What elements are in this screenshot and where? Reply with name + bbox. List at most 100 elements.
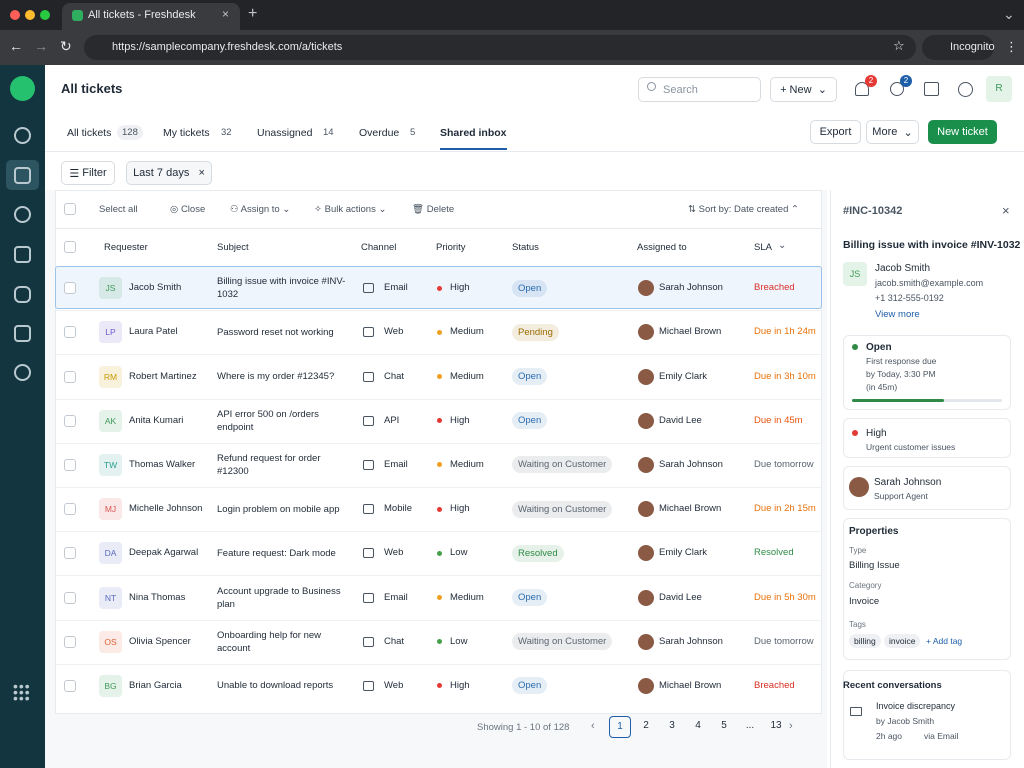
requester-name[interactable]: Brian Garcia bbox=[129, 679, 182, 691]
assignee-avatar bbox=[638, 412, 654, 429]
ticket-subject[interactable]: Billing issue with invoice #INV-1032 bbox=[217, 276, 346, 301]
page-button[interactable]: 3 bbox=[669, 720, 675, 731]
knowledge-icon[interactable] bbox=[14, 246, 31, 263]
select-all-checkbox[interactable] bbox=[64, 203, 76, 215]
prev-page[interactable]: ‹ bbox=[591, 720, 595, 732]
page-button[interactable]: 13 bbox=[770, 720, 782, 731]
search-box[interactable]: Search bbox=[638, 77, 761, 102]
settings-icon[interactable] bbox=[14, 364, 31, 381]
row-checkbox[interactable] bbox=[64, 414, 76, 427]
more-button[interactable]: More ⌄ bbox=[866, 120, 919, 144]
requester-name[interactable]: Anita Kumari bbox=[129, 414, 184, 426]
ticket-subject[interactable]: Where is my order #12345? bbox=[217, 371, 335, 382]
window-minimize[interactable] bbox=[25, 10, 35, 20]
row-checkbox[interactable] bbox=[64, 370, 76, 383]
ticket-subject[interactable]: Password reset not working bbox=[217, 326, 334, 338]
page-button[interactable]: ... bbox=[745, 720, 755, 731]
view-more-link[interactable]: View more bbox=[875, 309, 920, 320]
requester-name[interactable]: Olivia Spencer bbox=[129, 635, 191, 647]
address-bar[interactable] bbox=[84, 35, 916, 60]
add-tag[interactable]: + Add tag bbox=[926, 636, 963, 646]
next-page[interactable]: › bbox=[789, 720, 793, 732]
date-filter-chip[interactable]: Last 7 days × bbox=[126, 161, 212, 185]
forward-button[interactable]: → bbox=[34, 38, 48, 54]
messages-icon[interactable] bbox=[890, 82, 904, 96]
row-checkbox[interactable] bbox=[64, 679, 76, 692]
tab-label[interactable]: My tickets bbox=[163, 127, 210, 139]
page-button[interactable]: 1 bbox=[609, 716, 631, 738]
header-checkbox[interactable] bbox=[64, 241, 76, 253]
gifts-icon[interactable] bbox=[924, 82, 939, 96]
bulk-action[interactable]: ✧ Bulk actions ⌄ bbox=[314, 204, 387, 215]
row-checkbox[interactable] bbox=[64, 326, 76, 339]
assignee-avatar bbox=[638, 324, 654, 341]
notifications-icon[interactable] bbox=[855, 82, 869, 96]
assignee: David Lee bbox=[659, 591, 702, 603]
page-button[interactable]: 4 bbox=[695, 720, 701, 731]
panel-close[interactable]: × bbox=[1002, 203, 1010, 218]
tab-label[interactable]: Shared inbox bbox=[440, 127, 507, 139]
tab-label[interactable]: All tickets bbox=[67, 127, 112, 139]
tab-count: 128 bbox=[117, 125, 143, 140]
requester-name[interactable]: Thomas Walker bbox=[129, 458, 196, 470]
row-checkbox[interactable] bbox=[64, 635, 76, 648]
apps-grid[interactable]: ••• ••• ••• bbox=[13, 678, 31, 706]
conversation-subject[interactable]: Invoice discrepancy bbox=[876, 701, 956, 711]
window-zoom[interactable] bbox=[40, 10, 50, 20]
reports-icon[interactable] bbox=[14, 325, 31, 342]
select-all[interactable]: Select all bbox=[99, 204, 138, 215]
export-button[interactable]: Export bbox=[810, 120, 861, 144]
reload-button[interactable]: ↻ bbox=[60, 38, 72, 54]
new-ticket-button[interactable]: New ticket bbox=[928, 120, 997, 144]
user-avatar[interactable]: R bbox=[986, 76, 1012, 102]
help-icon[interactable] bbox=[958, 82, 973, 97]
row-checkbox[interactable] bbox=[64, 458, 76, 471]
filter-button[interactable]: ☰ Filter bbox=[61, 161, 115, 185]
ticket-subject[interactable]: Refund request for order #12300 bbox=[217, 452, 321, 477]
ticket-subject[interactable]: Unable to download reports bbox=[217, 680, 334, 692]
assignee-avatar bbox=[638, 456, 654, 473]
requester-name[interactable]: Michelle Johnson bbox=[129, 503, 203, 515]
priority-dot bbox=[437, 374, 442, 379]
tab-close[interactable]: × bbox=[222, 7, 230, 21]
new-button[interactable]: + New ⌄ bbox=[770, 77, 837, 102]
row-checkbox[interactable] bbox=[64, 282, 76, 295]
requester-name[interactable]: Deepak Agarwal bbox=[129, 547, 199, 559]
ticket-subject[interactable]: Onboarding help for new account bbox=[217, 629, 322, 654]
tab-label[interactable]: Unassigned bbox=[257, 127, 313, 139]
page-button[interactable]: 5 bbox=[721, 720, 727, 731]
assign-action[interactable]: ⚇ Assign to ⌄ bbox=[230, 204, 291, 215]
ticket-subject[interactable]: Account upgrade to Business plan bbox=[217, 585, 341, 610]
browser-menu[interactable]: ⋮ bbox=[1005, 39, 1018, 54]
back-button[interactable]: ← bbox=[9, 38, 23, 54]
close-action[interactable]: ◎ Close bbox=[170, 204, 206, 215]
new-tab[interactable]: + bbox=[248, 5, 258, 22]
window-menu[interactable]: ⌄ bbox=[1003, 6, 1015, 22]
chat-icon[interactable] bbox=[14, 286, 31, 303]
requester-name[interactable]: Jacob Smith bbox=[129, 282, 182, 294]
requester-name[interactable]: Laura Patel bbox=[129, 326, 178, 338]
browser-tab[interactable] bbox=[62, 3, 240, 30]
channel-icon bbox=[363, 680, 374, 691]
delete-action[interactable]: 🗑 Delete bbox=[412, 204, 455, 215]
requester-name[interactable]: Robert Martinez bbox=[129, 370, 197, 382]
tickets-icon[interactable] bbox=[14, 167, 31, 184]
row-checkbox[interactable] bbox=[64, 503, 76, 516]
ticket-subject[interactable]: Feature request: Dark mode bbox=[217, 547, 336, 559]
dashboard-icon[interactable] bbox=[14, 127, 31, 144]
profile-chip[interactable] bbox=[922, 35, 994, 60]
tab-label[interactable]: Overdue bbox=[359, 127, 400, 139]
row-checkbox[interactable] bbox=[64, 591, 76, 604]
sort-control[interactable]: ⇅ Sort by: Date created ⌃ bbox=[688, 204, 799, 215]
app-logo[interactable] bbox=[10, 76, 35, 101]
row-checkbox[interactable] bbox=[64, 547, 76, 560]
tag[interactable]: billing bbox=[849, 634, 881, 648]
requester-name[interactable]: Nina Thomas bbox=[129, 591, 186, 603]
bookmark-star[interactable]: ☆ bbox=[893, 38, 905, 53]
page-button[interactable]: 2 bbox=[643, 720, 649, 731]
contacts-icon[interactable] bbox=[14, 206, 31, 223]
tag[interactable]: invoice bbox=[884, 634, 921, 648]
ticket-subject[interactable]: API error 500 on /orders endpoint bbox=[217, 408, 319, 433]
window-close[interactable] bbox=[10, 10, 20, 20]
ticket-subject[interactable]: Login problem on mobile app bbox=[217, 503, 340, 515]
